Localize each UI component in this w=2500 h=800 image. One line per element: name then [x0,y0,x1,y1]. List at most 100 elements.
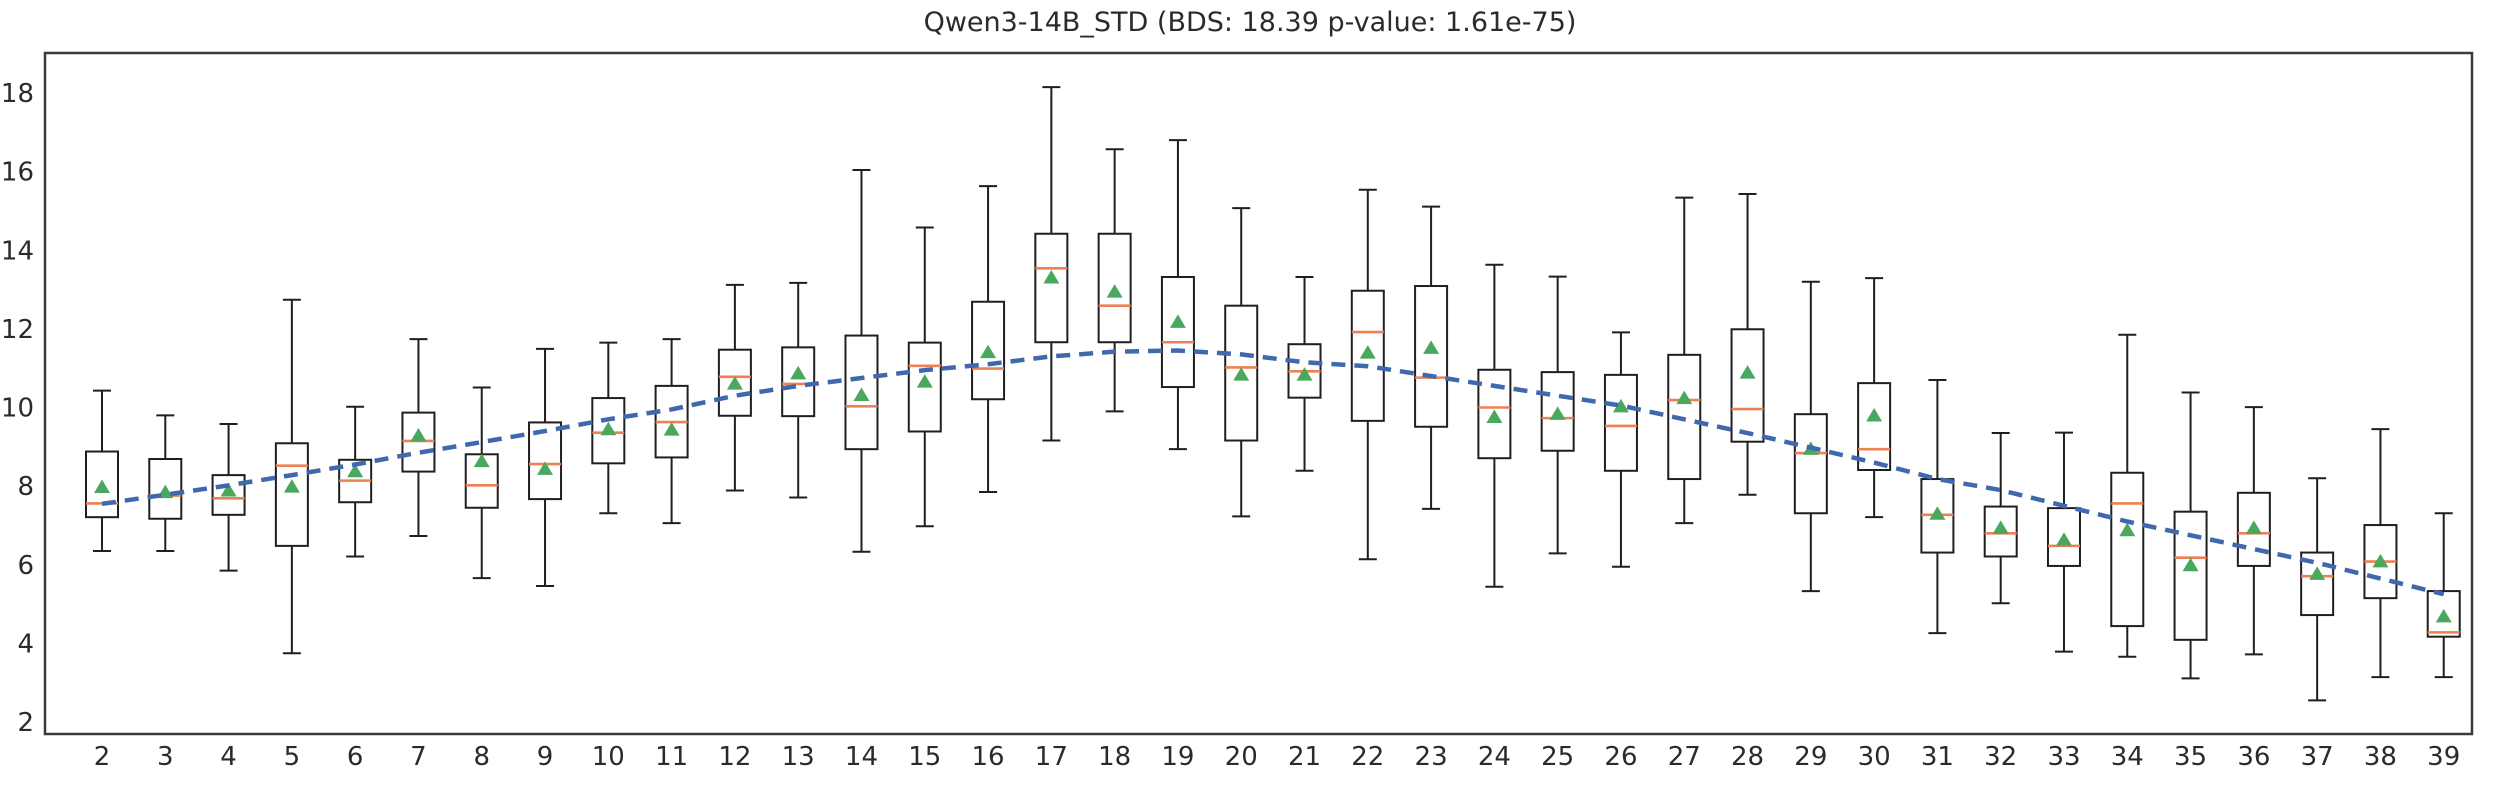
x-tick-label: 28 [1731,742,1764,772]
x-tick-label: 36 [2237,742,2270,772]
mean-triangle-marker [2119,522,2136,537]
box-34 [2110,333,2145,658]
mean-triangle-marker [1359,345,1376,359]
iqr-box [2300,551,2335,617]
box-22 [1350,188,1385,561]
box-38 [2363,428,2398,679]
y-tick-label: 10 [1,394,34,424]
mean-triangle-marker [726,376,743,390]
mean-triangle-marker [1739,365,1756,379]
box-36 [2236,406,2271,656]
mean-triangle-marker [2245,520,2262,534]
x-tick-label: 17 [1035,742,1068,772]
box-20 [1224,207,1259,518]
box-21 [1287,275,1322,472]
iqr-box [1793,413,1828,515]
box-18 [1097,148,1132,413]
x-tick-label: 10 [592,742,625,772]
mean-triangle-marker [2309,566,2326,580]
x-tick-label: 37 [2301,742,2334,772]
box-24 [1477,263,1512,588]
x-tick-label: 8 [473,742,490,772]
x-tick-label: 27 [1668,742,1701,772]
box-39 [2426,512,2461,679]
iqr-box [1414,285,1449,428]
x-tick-label: 3 [157,742,174,772]
iqr-box [1224,304,1259,442]
mean-triangle-marker [1866,407,1883,422]
trend-dashed-line [101,348,2445,597]
x-tick-label: 9 [537,742,554,772]
y-tick-label: 8 [17,472,34,502]
x-tick-label: 38 [2364,742,2397,772]
box-13 [781,281,816,499]
x-tick-label: 35 [2174,742,2207,772]
mean-triangle-marker [1992,520,2009,534]
mean-triangle-marker [853,387,870,402]
iqr-box [274,442,309,547]
mean-triangle-marker [1676,390,1693,405]
chart-title: Qwen3-14B_STD (BDS: 18.39 p-value: 1.61e… [924,7,1577,38]
axes-frame [43,51,2474,736]
x-tick-label: 39 [2427,742,2460,772]
x-tick-label: 4 [220,742,237,772]
box-4 [211,423,246,572]
x-tick-label: 19 [1161,742,1194,772]
iqr-box [1603,373,1638,472]
mean-triangle-marker [1233,367,1250,381]
mean-triangle-marker [94,479,110,494]
box-25 [1540,275,1575,555]
x-tick-label: 21 [1288,742,1321,772]
mean-triangle-marker [1296,367,1313,381]
box-33 [2046,431,2081,653]
y-tick-label: 14 [1,236,34,266]
x-tick-label: 23 [1415,742,1448,772]
iqr-box [1730,328,1765,443]
box-23 [1414,205,1449,510]
box-16 [971,185,1006,494]
box-31 [1920,378,1955,635]
mean-triangle-marker [1423,340,1440,354]
box-29 [1793,280,1828,593]
x-tick-label: 30 [1858,742,1891,772]
box-3 [148,414,183,552]
y-tick-label: 16 [1,158,34,188]
x-tick-label: 5 [284,742,301,772]
x-tick-label: 29 [1794,742,1827,772]
box-2 [85,389,119,552]
mean-triangle-marker [1486,409,1503,424]
mean-triangle-marker [1043,269,1060,284]
box-17 [1034,86,1069,442]
box-6 [338,405,373,558]
box-10 [591,341,626,515]
box-5 [274,298,309,655]
mean-triangle-marker [600,421,617,436]
x-tick-label: 26 [1604,742,1637,772]
x-tick-label: 33 [2047,742,2080,772]
x-tick-label: 13 [782,742,815,772]
mean-triangle-marker [220,483,237,497]
mean-triangle-marker [1612,398,1629,413]
y-tick-label: 2 [17,708,34,738]
x-tick-label: 7 [410,742,427,772]
x-tick-label: 11 [655,742,688,772]
mean-triangle-marker [1929,506,1946,520]
x-tick-label: 18 [1098,742,1131,772]
mean-triangle-marker [2372,553,2389,568]
x-tick-label: 14 [845,742,878,772]
mean-triangle-marker [790,365,807,380]
box-11 [654,338,689,525]
y-tick-label: 18 [1,79,34,109]
iqr-box [781,346,816,418]
x-tick-label: 24 [1478,742,1511,772]
y-tick-label: 12 [1,315,34,345]
box-8 [464,386,499,580]
mean-triangle-marker [2055,532,2072,546]
x-tick-label: 34 [2111,742,2144,772]
y-tick-label: 4 [17,629,34,659]
mean-triangle-marker [347,463,364,478]
x-tick-label: 25 [1541,742,1574,772]
iqr-box [2110,471,2145,628]
